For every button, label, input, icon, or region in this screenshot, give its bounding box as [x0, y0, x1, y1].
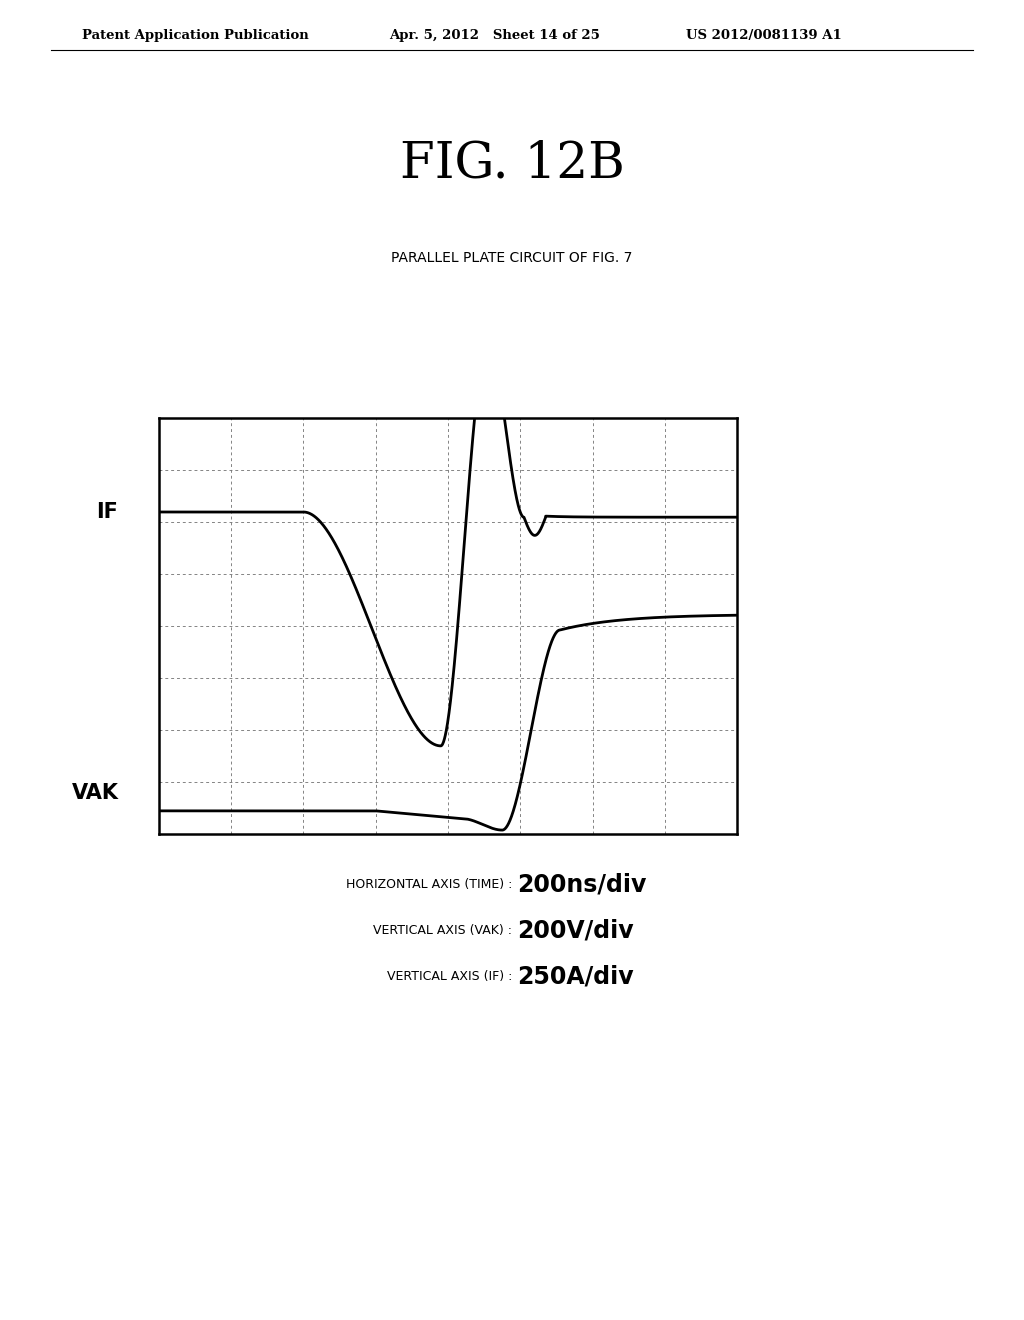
Text: VAK: VAK	[72, 783, 119, 803]
Text: Apr. 5, 2012   Sheet 14 of 25: Apr. 5, 2012 Sheet 14 of 25	[389, 29, 600, 42]
Text: FIG. 12B: FIG. 12B	[399, 139, 625, 187]
Text: PARALLEL PLATE CIRCUIT OF FIG. 7: PARALLEL PLATE CIRCUIT OF FIG. 7	[391, 251, 633, 265]
Text: HORIZONTAL AXIS (TIME) :: HORIZONTAL AXIS (TIME) :	[346, 878, 512, 891]
Text: US 2012/0081139 A1: US 2012/0081139 A1	[686, 29, 842, 42]
Text: IF: IF	[96, 502, 119, 521]
Text: VERTICAL AXIS (IF) :: VERTICAL AXIS (IF) :	[387, 970, 512, 983]
Text: VERTICAL AXIS (VAK) :: VERTICAL AXIS (VAK) :	[373, 924, 512, 937]
Text: 200V/div: 200V/div	[517, 919, 634, 942]
Text: 250A/div: 250A/div	[517, 965, 634, 989]
Text: Patent Application Publication: Patent Application Publication	[82, 29, 308, 42]
Text: 200ns/div: 200ns/div	[517, 873, 646, 896]
